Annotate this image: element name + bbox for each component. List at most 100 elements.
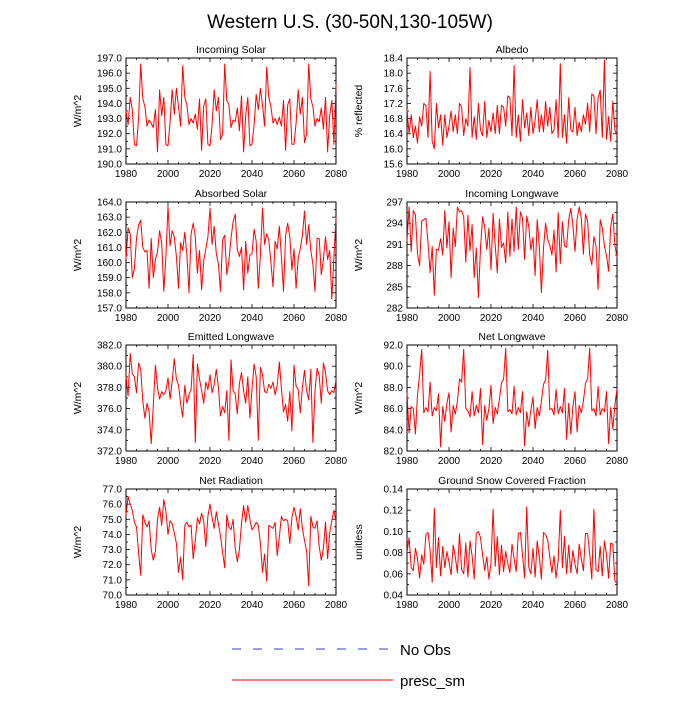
y-tick-label: 294 [386, 219, 403, 230]
panel-incoming-longwave: 1980 2000 2020 2040 2060 2080 282 285 288 291 294 2… [353, 188, 629, 324]
panel-title-albedo: Albedo [496, 44, 529, 56]
series-line-presc-sm [125, 496, 337, 587]
y-axis-label-incoming-longwave: W/m^2 [353, 239, 365, 272]
y-tick-label: 158.0 [97, 288, 122, 299]
y-tick-label: 157.0 [97, 304, 122, 315]
panel-title-incoming-solar: Incoming Solar [196, 44, 267, 56]
panel-title-absorbed-solar: Absorbed Solar [195, 188, 268, 200]
series-line-presc-sm [406, 506, 618, 584]
y-tick-label: 90.0 [384, 362, 404, 373]
y-tick-label: 376.0 [97, 404, 122, 415]
panel-net-radiation: 1980 2000 2020 2040 2060 2080 70.0 71.0 72.0 73.0… [72, 475, 348, 611]
y-tick-label: 285 [386, 282, 403, 293]
y-tick-label: 0.14 [384, 485, 404, 496]
x-tick-label: 2020 [199, 169, 222, 180]
x-tick-label: 2040 [241, 456, 264, 467]
y-tick-label: 88.0 [384, 383, 404, 394]
y-tick-label: 163.0 [97, 213, 122, 224]
legend-label-no-obs: No Obs [400, 642, 451, 659]
figure-title: Western U.S. (30-50N,130-105W) [207, 12, 493, 33]
y-tick-label: 16.8 [384, 114, 404, 125]
y-tick-label: 164.0 [97, 198, 122, 209]
y-tick-label: 18.0 [384, 69, 404, 80]
y-tick-label: 193.0 [97, 114, 122, 125]
panel-albedo: 1980 2000 2020 2040 2060 2080 15.6 16.0 16.4 16.8… [353, 44, 629, 180]
series-line-presc-sm [406, 59, 618, 150]
panel-emitted-longwave: 1980 2000 2020 2040 2060 2080 372.0 374.0 376.0 3… [72, 331, 348, 467]
panel-title-net-radiation: Net Radiation [199, 475, 263, 487]
y-tick-label: 159.0 [97, 273, 122, 284]
y-tick-label: 196.0 [97, 69, 122, 80]
series-line-presc-sm [125, 63, 337, 153]
panel-ground-snow-covered-fraction: 1980 2000 2020 2040 2060 2080 0.04 0.06 0.08 0.10… [353, 475, 629, 611]
x-tick-label: 2040 [522, 456, 545, 467]
x-tick-label: 2020 [199, 600, 222, 611]
y-tick-label: 15.6 [384, 160, 404, 171]
x-tick-label: 2040 [522, 313, 545, 324]
x-tick-label: 2060 [283, 313, 306, 324]
y-tick-label: 76.0 [103, 500, 123, 511]
y-tick-label: 72.0 [103, 560, 123, 571]
y-axis-label-absorbed-solar: W/m^2 [72, 239, 84, 272]
x-tick-label: 1980 [396, 169, 419, 180]
panel-title-net-longwave: Net Longwave [478, 331, 545, 343]
x-tick-label: 1980 [115, 169, 138, 180]
x-tick-label: 2040 [241, 169, 264, 180]
y-tick-label: 86.0 [384, 404, 404, 415]
x-tick-label: 2080 [325, 600, 348, 611]
x-tick-label: 2020 [480, 456, 503, 467]
panel-absorbed-solar: 1980 2000 2020 2040 2060 2080 157.0 158.0 159.0 1… [72, 188, 348, 324]
panel-net-longwave: 1980 2000 2020 2040 2060 2080 82.0 84.0 86.0 88.0… [353, 331, 629, 467]
y-tick-label: 0.06 [384, 569, 404, 580]
x-tick-label: 2040 [522, 169, 545, 180]
x-tick-label: 2000 [157, 169, 180, 180]
x-tick-label: 2000 [438, 169, 461, 180]
y-tick-label: 77.0 [103, 485, 123, 496]
y-tick-label: 191.0 [97, 144, 122, 155]
x-tick-label: 2080 [325, 456, 348, 467]
y-tick-label: 0.04 [384, 591, 404, 602]
x-tick-label: 2080 [606, 313, 629, 324]
panel-incoming-solar: 1980 2000 2020 2040 2060 2080 190.0 191.0 192.0 1… [72, 44, 348, 180]
series-line-presc-sm [406, 347, 618, 448]
y-axis-label-albedo: % reflected [353, 85, 365, 138]
x-tick-label: 2060 [564, 456, 587, 467]
y-tick-label: 17.2 [384, 99, 404, 110]
x-tick-label: 2040 [241, 600, 264, 611]
y-axis-label-incoming-solar: W/m^2 [72, 95, 84, 128]
y-tick-label: 382.0 [97, 341, 122, 352]
y-tick-label: 162.0 [97, 228, 122, 239]
y-tick-label: 92.0 [384, 341, 404, 352]
panel-title-ground-snow-covered-fraction: Ground Snow Covered Fraction [438, 475, 586, 487]
x-tick-label: 2020 [199, 313, 222, 324]
x-tick-label: 2080 [325, 169, 348, 180]
y-tick-label: 195.0 [97, 84, 122, 95]
y-tick-label: 0.08 [384, 548, 404, 559]
x-tick-label: 1980 [396, 600, 419, 611]
x-tick-label: 1980 [396, 313, 419, 324]
series-line-presc-sm [125, 352, 337, 445]
y-tick-label: 82.0 [384, 447, 404, 458]
y-tick-label: 192.0 [97, 129, 122, 140]
y-tick-label: 17.6 [384, 84, 404, 95]
y-axis-label-net-radiation: W/m^2 [72, 526, 84, 559]
legend: No Obs presc_sm [232, 642, 465, 690]
y-tick-label: 0.12 [384, 506, 404, 517]
y-tick-label: 75.0 [103, 515, 123, 526]
y-tick-label: 194.0 [97, 99, 122, 110]
y-tick-label: 291 [386, 240, 403, 251]
panel-grid: 1980 2000 2020 2040 2060 2080 190.0 191.0 192.0 1… [72, 44, 629, 611]
panel-title-emitted-longwave: Emitted Longwave [188, 331, 275, 343]
y-tick-label: 288 [386, 261, 403, 272]
x-tick-label: 2080 [606, 456, 629, 467]
y-tick-label: 0.10 [384, 527, 404, 538]
y-tick-label: 160.0 [97, 258, 122, 269]
x-tick-label: 2040 [522, 600, 545, 611]
x-tick-label: 2020 [480, 313, 503, 324]
y-tick-label: 282 [386, 304, 403, 315]
y-tick-label: 372.0 [97, 447, 122, 458]
x-tick-label: 2020 [480, 169, 503, 180]
y-axis-label-ground-snow-covered-fraction: unitless [353, 524, 365, 560]
series-line-presc-sm [406, 206, 618, 298]
